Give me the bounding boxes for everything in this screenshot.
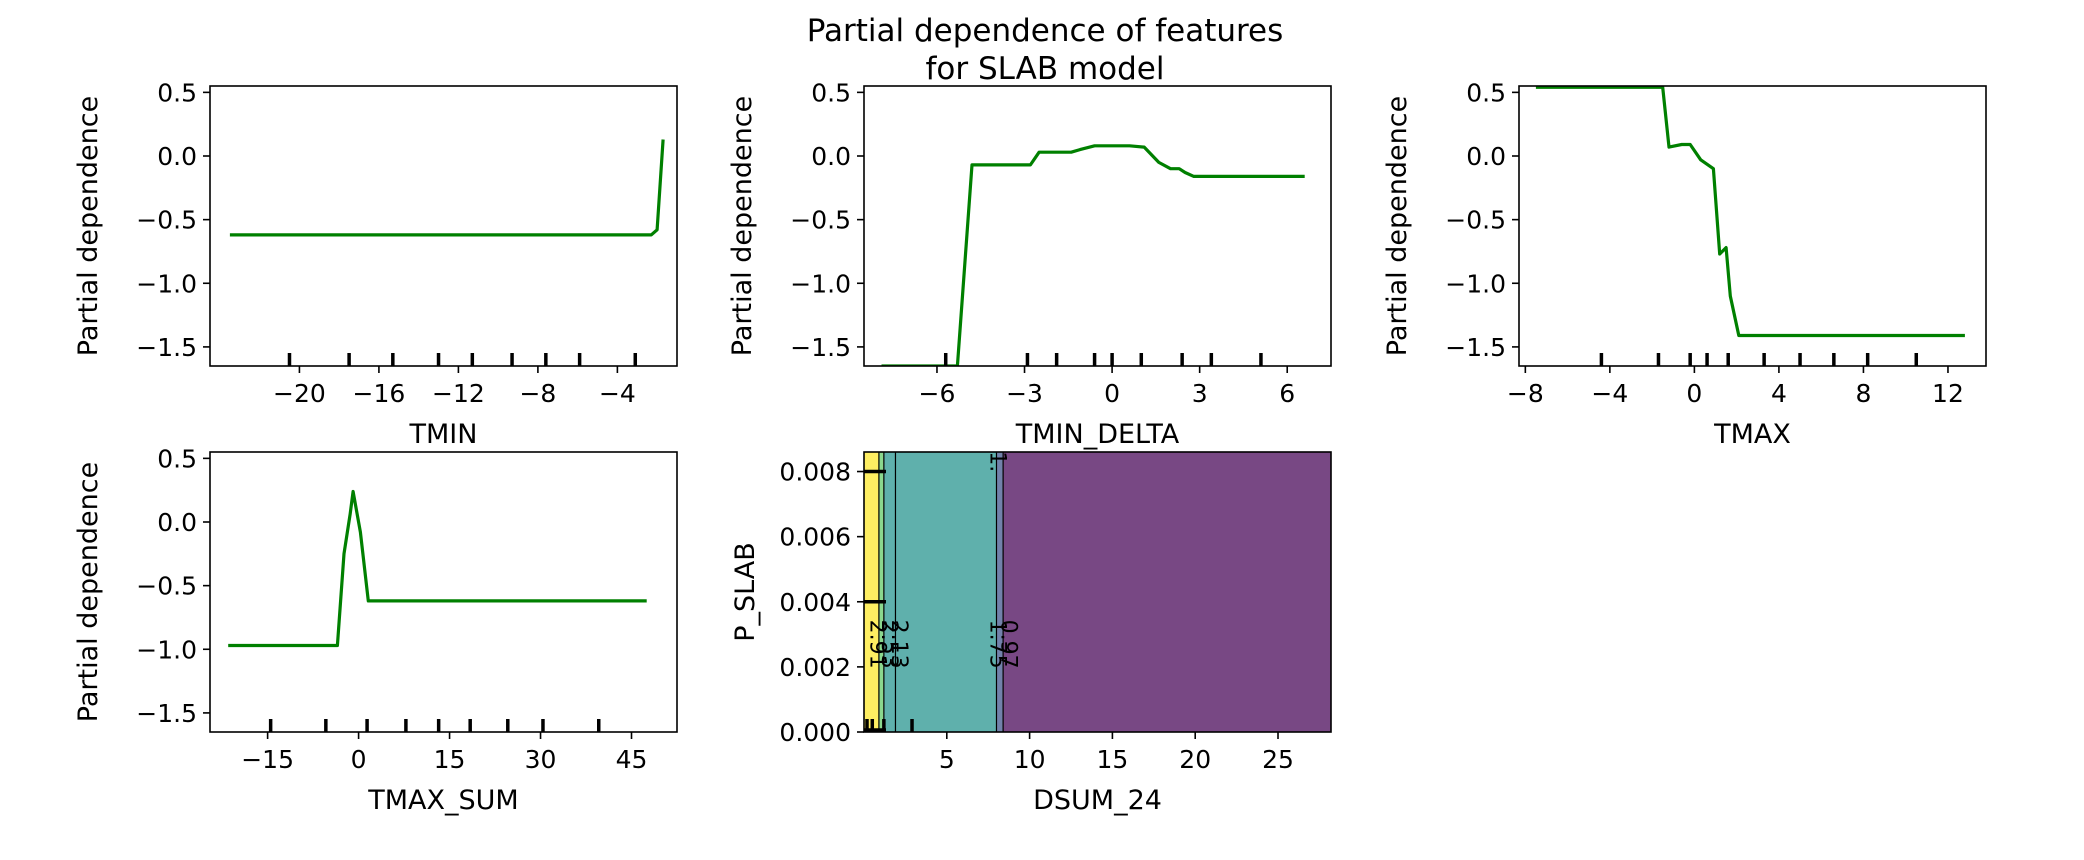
contour-label-3: 1.75 [984,620,1009,669]
x-tick-label-3: 3 [1192,379,1208,408]
y-axis-label: Partial dependence [1382,96,1413,356]
x-tick-label-5: 12 [1932,379,1964,408]
x-tick-label-4: −4 [599,379,636,408]
contour-band-4 [996,452,1004,732]
contour-label-1: 2.53 [876,620,901,669]
x-axis-label: TMAX [1713,419,1791,450]
contour-label-5: 1. [984,451,1009,472]
axes-frame [209,451,678,733]
x-tick-label-3: −8 [519,379,556,408]
x-axis-label: TMIN_DELTA [1015,419,1180,450]
y-tick-label-3: −1.0 [136,269,197,298]
y-tick-label-4: −1.5 [1445,333,1506,362]
y-tick-label-4: 0.008 [779,458,851,487]
y-tick-label-2: 0.004 [779,588,851,617]
y-tick-label-4: −1.5 [790,333,851,362]
x-tick-label-1: −16 [353,379,406,408]
axes-frame [863,85,1332,367]
y-tick-label-0: 0.5 [811,78,851,107]
contour-band-2 [883,452,896,732]
contour-band-0 [864,452,879,732]
pd-line-series-0 [881,144,1305,366]
y-tick-label-1: 0.0 [1466,142,1506,171]
figure-title-line-2: for SLAB model [926,51,1165,87]
x-tick-label-1: 10 [1014,745,1046,774]
contour-plot-dsum24-p-slab: 2.912.532.13 1.750.97 1. 5 10 15 20 25 0.000 0.00… [730,451,1332,816]
y-tick-label-1: 0.0 [811,142,851,171]
y-tick-label-3: −1.0 [790,269,851,298]
pd-plot-tmax-sum: −15 0 15 30 45 0.5 0.0 −0.5 −1.0 −1.5 TMAX_SUM Part… [73,444,678,816]
x-tick-label-1: −4 [1591,379,1628,408]
x-tick-label-2: 15 [1096,745,1128,774]
y-tick-label-3: −1.0 [1445,269,1506,298]
contour-label-4: 0.97 [995,620,1020,669]
x-tick-label-0: 5 [939,745,955,774]
y-tick-label-4: −1.5 [136,333,197,362]
x-tick-label-4: 8 [1855,379,1871,408]
figure-title-line-1: Partial dependence of features [807,13,1284,49]
y-axis-label: P_SLAB [730,542,761,642]
contour-label-2: 2.13 [886,620,911,669]
x-tick-label-2: 0 [1686,379,1702,408]
y-axis-label: Partial dependence [727,96,758,356]
y-tick-label-0: 0.5 [157,444,197,473]
y-tick-label-4: −1.5 [136,699,197,728]
y-tick-label-3: 0.006 [779,523,851,552]
contour-band-3 [895,452,997,732]
pd-plot-tmax: −8 −4 0 4 8 12 0.5 0.0 −0.5 −1.0 −1.5 TMAX Partial d… [1382,78,1987,450]
x-tick-label-3: 4 [1771,379,1787,408]
x-tick-label-0: −20 [273,379,326,408]
x-axis-label: DSUM_24 [1033,785,1162,816]
x-tick-label-1: 0 [351,745,367,774]
contour-label-0: 2.91 [864,620,889,669]
contour-band-5 [1003,452,1331,732]
x-axis-label: TMIN [409,419,478,450]
y-axis-label: Partial dependence [73,462,104,722]
pd-plot-tmin-delta: −6 −3 0 3 6 0.5 0.0 −0.5 −1.0 −1.5 TMIN_DELTA Parti… [727,78,1332,450]
x-tick-label-4: 25 [1262,745,1294,774]
y-tick-label-1: 0.0 [157,508,197,537]
axes-frame [863,451,1332,733]
y-tick-label-0: 0.000 [779,718,851,747]
y-tick-label-2: −0.5 [1445,206,1506,235]
x-axis-label: TMAX_SUM [367,785,518,816]
axes-frame [1518,85,1987,367]
x-tick-label-3: 20 [1179,745,1211,774]
y-tick-label-2: −0.5 [136,572,197,601]
x-tick-label-3: 30 [525,745,557,774]
contour-band-1 [878,452,884,732]
x-tick-label-2: 15 [434,745,466,774]
x-tick-label-0: −15 [241,745,294,774]
pd-line-series-0 [228,489,647,648]
y-tick-label-3: −1.0 [136,635,197,664]
axes-frame [209,85,678,367]
x-tick-label-1: −3 [1006,379,1043,408]
y-tick-label-1: 0.0 [157,142,197,171]
y-tick-label-1: 0.002 [779,653,851,682]
x-tick-label-2: −12 [432,379,485,408]
x-tick-label-0: −6 [919,379,956,408]
x-tick-label-4: 6 [1279,379,1295,408]
y-tick-label-0: 0.5 [1466,78,1506,107]
y-tick-label-0: 0.5 [157,78,197,107]
x-tick-label-2: 0 [1104,379,1120,408]
x-tick-label-4: 45 [616,745,648,774]
y-tick-label-2: −0.5 [136,206,197,235]
pd-line-series-0 [229,139,665,237]
pd-plot-tmin: −20 −16 −12 −8 −4 0.5 0.0 −0.5 −1.0 −1.5 TMIN Parti… [73,78,678,450]
x-tick-label-0: −8 [1507,379,1544,408]
y-axis-label: Partial dependence [73,96,104,356]
y-tick-label-2: −0.5 [790,206,851,235]
pd-line-series-0 [1535,86,1965,338]
